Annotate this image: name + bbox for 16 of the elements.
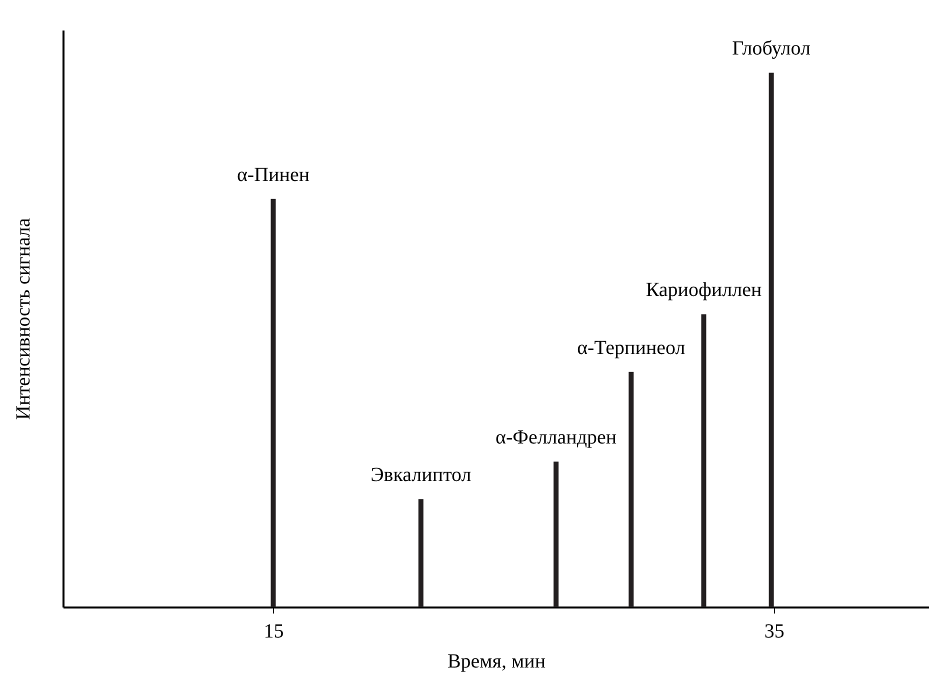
bar — [628, 372, 634, 607]
bar — [554, 462, 559, 607]
bar — [418, 499, 424, 607]
x-axis-title: Время, мин — [447, 650, 546, 672]
annotation: α-Пинен — [236, 164, 310, 186]
annotation: α-Терпинеол — [577, 336, 686, 359]
x-tick-label: 15 — [264, 620, 284, 642]
bar — [270, 198, 276, 607]
annotation: Эвкалиптол — [370, 464, 472, 486]
bar — [768, 72, 774, 607]
annotation: α-Фелландрен — [496, 426, 617, 449]
bar — [701, 314, 706, 607]
annotation: Глобулол — [732, 38, 810, 60]
x-tick-label: 35 — [764, 620, 784, 642]
y-axis-title: Интенсивность сигнала — [12, 218, 34, 420]
annotation: Кариофиллен — [646, 279, 762, 302]
